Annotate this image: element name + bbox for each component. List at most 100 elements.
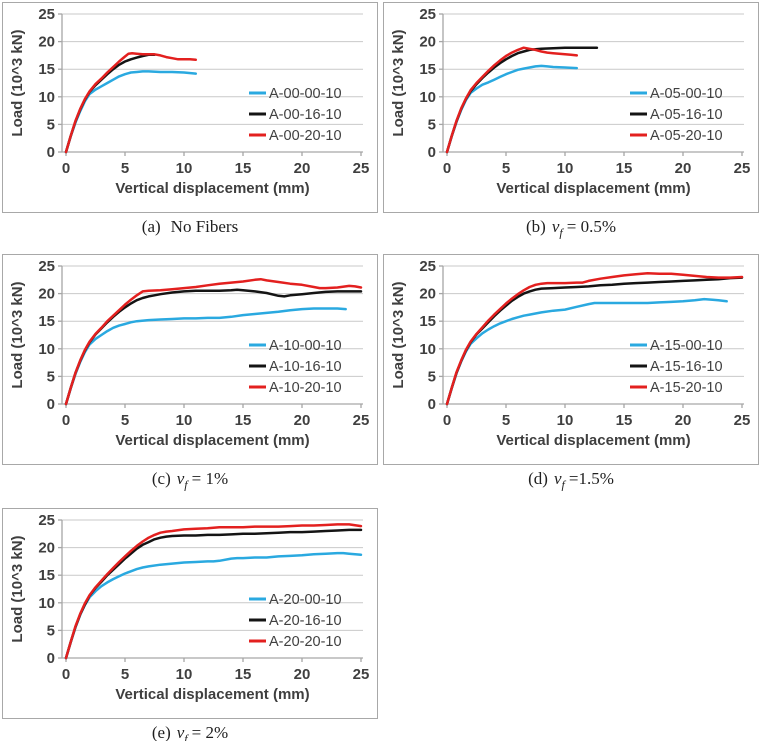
y-tick-label: 20 — [419, 34, 436, 51]
x-axis-title: Vertical displacement (mm) — [115, 686, 309, 703]
chart-canvas-a: 0 5 10 15 20 25 0 5 10 15 20 25 Load (10^3 kN) Vertic… — [9, 6, 370, 197]
series-line-A-15-20-10 — [445, 271, 744, 406]
y-tick-label: 5 — [428, 368, 436, 385]
legend-label-A-00-16-10: A-00-16-10 — [269, 107, 342, 123]
caption-vf-symbol: vf — [176, 469, 188, 492]
y-tick-label: 15 — [38, 61, 55, 78]
legend-label-A-15-16-10: A-15-16-10 — [650, 359, 723, 375]
x-tick-label: 10 — [557, 160, 574, 177]
series-line-A-00-20-10 — [64, 51, 198, 154]
y-axis-title: Load (10^3 kN) — [9, 281, 26, 388]
series-line-A-20-00-10 — [64, 551, 363, 660]
x-axis-title: Vertical displacement (mm) — [115, 432, 309, 449]
y-tick-label: 20 — [419, 286, 436, 303]
series-line-A-05-20-10 — [445, 46, 579, 154]
caption-index: (c) — [151, 469, 171, 488]
y-tick-label: 20 — [38, 286, 55, 303]
x-tick-label: 15 — [616, 412, 633, 429]
x-tick-label: 15 — [235, 666, 252, 683]
x-tick-label: 10 — [176, 160, 193, 177]
caption-text: = 0.5% — [566, 217, 616, 236]
caption-index: (a) — [141, 217, 161, 236]
x-tick-label: 20 — [294, 412, 311, 429]
chart-b-vf-0.5: 0 5 10 15 20 25 0 5 10 15 20 25 Load (10^3 kN) Vertic… — [383, 2, 759, 213]
chart-a-no-fibers: 0 5 10 15 20 25 0 5 10 15 20 25 Load (10^3 kN) Vertic… — [2, 2, 378, 213]
series-line-A-00-00-10 — [64, 70, 198, 154]
caption-index: (b) — [526, 217, 546, 236]
x-tick-label: 15 — [235, 412, 252, 429]
y-tick-label: 20 — [38, 34, 55, 51]
caption-e: (e) vf = 2% — [2, 723, 378, 741]
caption-c: (c) vf = 1% — [2, 469, 378, 492]
y-tick-label: 5 — [47, 116, 55, 133]
y-tick-label: 25 — [419, 258, 436, 275]
caption-index: (d) — [528, 469, 548, 488]
x-tick-label: 20 — [294, 666, 311, 683]
y-tick-label: 20 — [38, 540, 55, 557]
legend-label-A-20-16-10: A-20-16-10 — [269, 613, 342, 629]
legend-label-A-15-20-10: A-15-20-10 — [650, 380, 723, 396]
x-tick-label: 5 — [502, 412, 510, 429]
caption-d: (d) vf =1.5% — [383, 469, 759, 492]
y-tick-label: 10 — [419, 89, 436, 106]
y-tick-label: 15 — [419, 61, 436, 78]
caption-text: =1.5% — [568, 469, 614, 488]
y-tick-label: 0 — [428, 396, 436, 413]
series-line-A-15-00-10 — [445, 297, 728, 406]
y-axis-title: Load (10^3 kN) — [9, 535, 26, 642]
x-axis-title: Vertical displacement (mm) — [115, 180, 309, 197]
y-tick-label: 25 — [419, 6, 436, 23]
chart-canvas-e: 0 5 10 15 20 25 0 5 10 15 20 25 Load (10^3 kN) Vertic… — [9, 512, 369, 703]
x-tick-label: 10 — [176, 412, 193, 429]
legend-label-A-10-16-10: A-10-16-10 — [269, 359, 342, 375]
y-tick-label: 25 — [38, 512, 55, 529]
x-tick-label: 0 — [62, 666, 70, 683]
x-tick-label: 5 — [121, 160, 129, 177]
y-tick-label: 15 — [419, 313, 436, 330]
y-axis-title: Load (10^3 kN) — [390, 29, 407, 136]
x-tick-label: 5 — [121, 412, 129, 429]
y-axis-title: Load (10^3 kN) — [9, 29, 26, 136]
x-tick-label: 10 — [557, 412, 574, 429]
caption-text: = 2% — [191, 723, 229, 741]
chart-c-vf-1: 0 5 10 15 20 25 0 5 10 15 20 25 Load (10^3 kN) Vertic… — [2, 254, 378, 465]
x-tick-label: 0 — [443, 412, 451, 429]
y-tick-label: 15 — [38, 567, 55, 584]
legend-label-A-10-00-10: A-10-00-10 — [269, 338, 342, 354]
y-tick-label: 10 — [38, 89, 55, 106]
y-tick-label: 10 — [38, 341, 55, 358]
x-tick-label: 5 — [121, 666, 129, 683]
y-tick-label: 0 — [428, 144, 436, 161]
legend-label-A-05-20-10: A-05-20-10 — [650, 128, 723, 144]
legend-label-A-20-20-10: A-20-20-10 — [269, 634, 342, 650]
y-tick-label: 0 — [47, 650, 55, 667]
legend-label-A-20-00-10: A-20-00-10 — [269, 592, 342, 608]
x-tick-label: 0 — [443, 160, 451, 177]
y-tick-label: 5 — [47, 622, 55, 639]
x-tick-label: 20 — [294, 160, 311, 177]
legend-label-A-15-00-10: A-15-00-10 — [650, 338, 723, 354]
chart-e-vf-2: 0 5 10 15 20 25 0 5 10 15 20 25 Load (10^3 kN) Vertic… — [2, 508, 378, 719]
series-line-A-05-16-10 — [445, 46, 599, 154]
y-tick-label: 5 — [47, 368, 55, 385]
chart-canvas-b: 0 5 10 15 20 25 0 5 10 15 20 25 Load (10^3 kN) Vertic… — [390, 6, 750, 197]
series-line-A-05-00-10 — [445, 64, 579, 154]
caption-text: = 1% — [191, 469, 229, 488]
legend-label-A-00-20-10: A-00-20-10 — [269, 128, 342, 144]
y-axis-title: Load (10^3 kN) — [390, 281, 407, 388]
series-line-A-10-20-10 — [64, 277, 363, 406]
x-tick-label: 15 — [616, 160, 633, 177]
legend-label-A-05-00-10: A-05-00-10 — [650, 86, 723, 102]
y-tick-label: 10 — [419, 341, 436, 358]
x-tick-label: 0 — [62, 412, 70, 429]
caption-text: No Fibers — [170, 217, 239, 236]
chart-canvas-d: 0 5 10 15 20 25 0 5 10 15 20 25 Load (10^3 kN) Vertic… — [390, 258, 750, 449]
x-axis-title: Vertical displacement (mm) — [496, 432, 690, 449]
x-tick-label: 25 — [353, 160, 370, 177]
series-line-A-20-20-10 — [64, 523, 363, 660]
chart-d-vf-1.5: 0 5 10 15 20 25 0 5 10 15 20 25 Load (10^3 kN) Vertic… — [383, 254, 759, 465]
legend-label-A-10-20-10: A-10-20-10 — [269, 380, 342, 396]
caption-vf-symbol: vf — [551, 217, 563, 240]
y-tick-label: 0 — [47, 144, 55, 161]
caption-vf-symbol: vf — [176, 723, 188, 741]
